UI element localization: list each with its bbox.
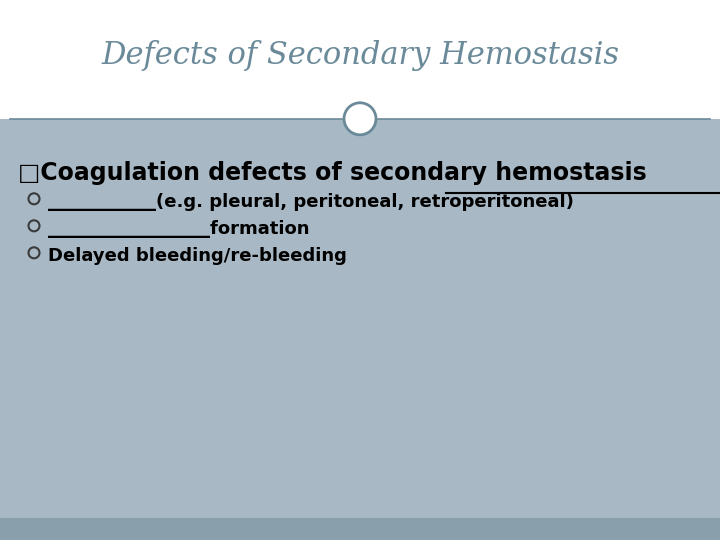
FancyBboxPatch shape [0, 518, 720, 540]
Text: □Coagulation defects of secondary hemostasis: □Coagulation defects of secondary hemost… [18, 161, 647, 185]
Circle shape [29, 193, 40, 204]
FancyBboxPatch shape [0, 119, 720, 518]
Circle shape [344, 103, 376, 135]
Text: __________________formation: __________________formation [48, 220, 310, 238]
Text: Defects of Secondary Hemostasis: Defects of Secondary Hemostasis [101, 40, 619, 71]
Text: Delayed bleeding/re-bleeding: Delayed bleeding/re-bleeding [48, 247, 347, 265]
Circle shape [29, 220, 40, 231]
FancyBboxPatch shape [0, 0, 720, 119]
Circle shape [29, 247, 40, 258]
Text: ____________(e.g. pleural, peritoneal, retroperitoneal): ____________(e.g. pleural, peritoneal, r… [48, 193, 574, 211]
